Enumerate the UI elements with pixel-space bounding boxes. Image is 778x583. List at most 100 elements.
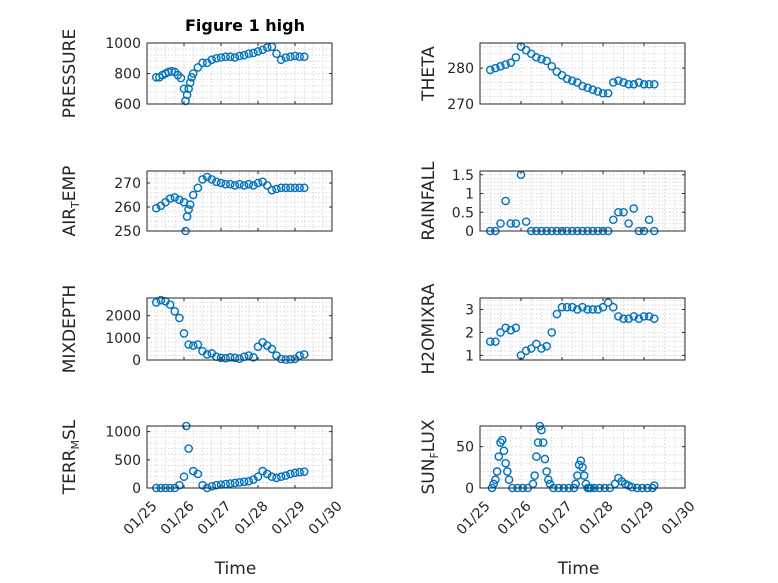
data-point <box>235 354 244 363</box>
data-point <box>253 472 263 482</box>
data-point <box>603 298 613 307</box>
data-point <box>230 478 240 488</box>
data-point <box>544 475 553 485</box>
data-point <box>583 305 592 314</box>
data-point <box>193 183 203 193</box>
data-point <box>299 52 309 62</box>
x-tick-label: 01/27 <box>536 498 576 538</box>
x-tick-label: 01/30 <box>659 498 699 538</box>
data-point <box>253 178 263 188</box>
data-point <box>225 353 235 362</box>
data-point <box>644 79 654 89</box>
data-point <box>253 342 263 352</box>
data-point <box>286 469 295 479</box>
y-tick-label: 0.5 <box>452 205 474 221</box>
data-point <box>537 54 546 64</box>
data-point <box>244 179 254 189</box>
subplot-pressure: 600 800 1000 PRESSURE <box>60 29 333 118</box>
y-tick-label: 260 <box>114 200 141 216</box>
data-point <box>542 56 551 66</box>
data-point <box>511 53 521 62</box>
data-point <box>521 346 531 356</box>
data-point <box>165 300 175 309</box>
data-point <box>506 325 516 335</box>
data-point <box>151 203 161 213</box>
data-point <box>511 323 521 333</box>
data-point <box>598 88 608 98</box>
data-point <box>608 78 618 87</box>
data-point <box>170 306 180 316</box>
data-point <box>503 467 512 476</box>
data-point <box>230 181 240 190</box>
data-point <box>619 78 628 87</box>
y-tick-label: 50 <box>456 440 474 456</box>
data-point <box>639 79 649 89</box>
data-point <box>179 329 189 338</box>
x-tick-label: 01/26 <box>495 498 535 538</box>
data-point <box>175 313 184 323</box>
data-point <box>634 78 644 87</box>
data-point <box>644 215 654 225</box>
x-axis-label: Time <box>214 559 257 579</box>
data-point <box>608 215 618 225</box>
data-point <box>185 78 195 87</box>
subplot-h2omixra: 1 2 3 H2OMIXRA <box>419 283 686 375</box>
y-tick-label: 0 <box>132 353 141 369</box>
axes-frame <box>479 170 686 232</box>
data-point <box>179 472 189 482</box>
data-point <box>207 55 217 65</box>
data-point <box>639 312 649 321</box>
data-point <box>239 181 249 190</box>
y-axis-label: H2OMIXRA <box>419 283 439 374</box>
data-point <box>299 467 309 476</box>
data-point <box>588 85 598 94</box>
data-point <box>624 314 633 323</box>
data-point <box>216 353 226 363</box>
y-tick-label: 1000 <box>105 36 141 52</box>
data-point <box>538 438 548 447</box>
data-point <box>624 219 633 228</box>
data-point <box>176 73 186 83</box>
y-tick-label: 1 <box>465 348 474 364</box>
data-point <box>212 177 221 187</box>
y-axis-label: PRESSURE <box>60 29 80 118</box>
data-point <box>532 53 541 62</box>
axes-frame <box>146 425 333 489</box>
data-point <box>188 190 198 200</box>
data-point <box>216 53 226 62</box>
data-point <box>290 51 300 61</box>
data-point <box>185 200 195 209</box>
data-point <box>276 183 286 193</box>
data-point <box>552 67 562 77</box>
x-tick-label: 01/25 <box>121 498 161 538</box>
data-point <box>267 472 277 482</box>
data-point <box>225 479 235 488</box>
data-point <box>198 58 207 68</box>
data-point <box>262 181 272 190</box>
y-tick-label: 600 <box>114 97 141 113</box>
y-tick-label: 2000 <box>105 309 141 325</box>
data-point <box>593 87 603 96</box>
data-point <box>151 298 161 307</box>
data-point <box>184 444 193 453</box>
y-axis-label: TERRMSL <box>60 419 82 495</box>
y-tick-label: 1.5 <box>452 168 474 184</box>
data-point <box>485 337 495 346</box>
data-point <box>188 341 198 350</box>
data-point <box>571 479 580 489</box>
data-point <box>267 185 277 195</box>
data-point <box>249 353 258 362</box>
data-point <box>491 475 500 485</box>
data-point <box>614 312 623 321</box>
data-point <box>501 196 510 206</box>
data-point <box>532 339 541 349</box>
data-point <box>542 467 551 476</box>
data-point <box>573 305 582 314</box>
data-point <box>286 183 295 193</box>
data-point <box>184 340 193 349</box>
y-axis-label: RAINFALL <box>419 161 439 241</box>
data-point <box>532 452 541 461</box>
subplot-terr_msl: 0 500 1000 TERRMSL 01/2501/2601/2701/2801/29… <box>60 419 346 579</box>
x-tick-label: 01/29 <box>618 498 658 538</box>
